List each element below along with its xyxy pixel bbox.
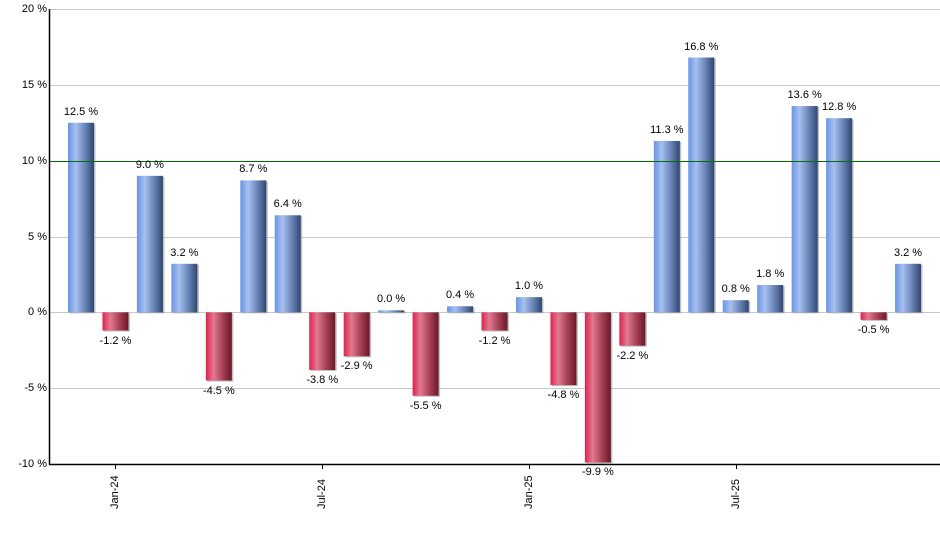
bar-value-label: 0.4 % bbox=[445, 289, 475, 302]
bar-value-label: -1.2 % bbox=[478, 334, 511, 347]
x-tick-label: Jan-25 bbox=[522, 475, 535, 509]
bar-positive bbox=[688, 57, 715, 313]
y-tick-label: -5 % bbox=[24, 382, 47, 395]
bar-positive bbox=[826, 118, 853, 313]
bar-negative bbox=[619, 312, 646, 346]
bar-value-label: -4.8 % bbox=[547, 389, 580, 402]
bar-negative bbox=[481, 312, 508, 331]
bar-value-label: 11.3 % bbox=[650, 123, 684, 136]
bar-value-label: 12.8 % bbox=[821, 101, 857, 114]
bar-positive bbox=[447, 306, 474, 313]
bar-value-label: 1.0 % bbox=[514, 280, 544, 293]
bar-value-label: 12.5 % bbox=[63, 105, 99, 118]
y-tick-label: -10 % bbox=[18, 458, 47, 470]
x-tick-label: Jul-24 bbox=[315, 479, 328, 509]
y-tick-label: 10 % bbox=[21, 154, 47, 167]
bar-value-label: 9.0 % bbox=[135, 158, 164, 171]
y-tick-label: 5 % bbox=[28, 230, 47, 243]
bar-positive bbox=[515, 297, 542, 313]
bar-value-label: 1.8 % bbox=[756, 268, 785, 281]
bar-negative bbox=[860, 312, 887, 320]
bar-positive bbox=[171, 263, 198, 313]
bar-positive bbox=[136, 175, 163, 313]
bar-value-label: -0.5 % bbox=[857, 323, 890, 336]
bar-value-label: 13.6 % bbox=[787, 89, 822, 102]
bar-positive bbox=[378, 310, 405, 313]
bar-value-label: 0.0 % bbox=[377, 293, 406, 306]
bar-value-label: 6.4 % bbox=[273, 198, 302, 211]
bar-value-label: -9.9 % bbox=[581, 466, 614, 479]
bars bbox=[49, 57, 940, 464]
y-tick-label: 20 % bbox=[21, 3, 47, 15]
y-tick-label: 0 % bbox=[28, 306, 47, 319]
x-tick-label: Jul-25 bbox=[729, 479, 742, 509]
bar-negative bbox=[102, 312, 129, 331]
bar-value-label: -3.8 % bbox=[306, 373, 339, 386]
bar-negative bbox=[309, 312, 336, 370]
bar-value-label: -5.5 % bbox=[409, 399, 442, 412]
bar-value-label: 3.2 % bbox=[893, 246, 923, 259]
y-tick-label: 15 % bbox=[21, 78, 47, 91]
bar-value-label: -4.5 % bbox=[202, 384, 235, 397]
x-tick-label: Jan-24 bbox=[108, 475, 121, 509]
bar-positive bbox=[722, 300, 749, 313]
bar-positive bbox=[274, 215, 301, 313]
bar-negative bbox=[343, 312, 370, 357]
bar-positive bbox=[791, 106, 818, 313]
bar-value-label: 0.8 % bbox=[721, 283, 750, 296]
bar-positive bbox=[757, 285, 784, 313]
bar-negative bbox=[550, 312, 577, 386]
bar-value-label: -2.2 % bbox=[616, 349, 649, 362]
bar-negative bbox=[412, 312, 439, 396]
bar-positive bbox=[68, 122, 94, 313]
bar-positive bbox=[240, 180, 267, 313]
bar-value-label: 8.7 % bbox=[239, 163, 268, 176]
bar-value-label: 3.2 % bbox=[170, 246, 199, 259]
bar-positive bbox=[895, 263, 922, 313]
bar-value-label: -1.2 % bbox=[99, 334, 132, 347]
axes bbox=[48, 9, 940, 469]
bar-value-label: -2.9 % bbox=[340, 360, 373, 373]
bar-negative bbox=[584, 312, 611, 463]
bar-negative bbox=[205, 312, 232, 381]
bar-positive bbox=[653, 140, 680, 313]
bar-value-label: 16.8 % bbox=[684, 40, 719, 53]
